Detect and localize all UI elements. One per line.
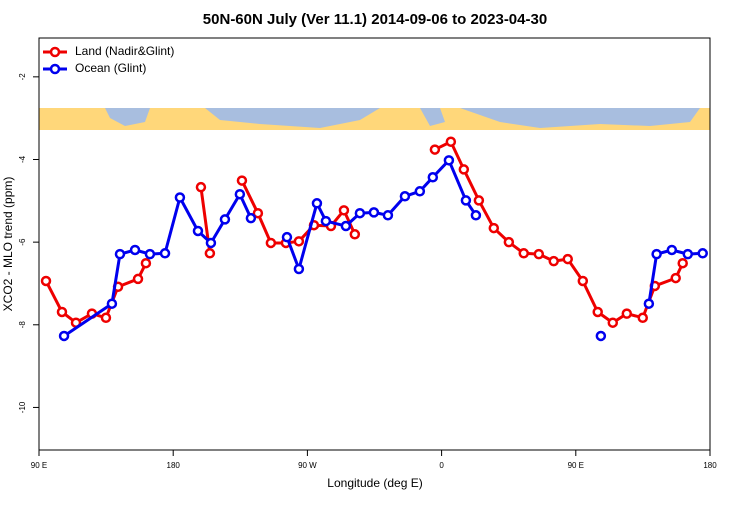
data-point — [293, 236, 305, 247]
data-point — [503, 236, 515, 248]
data-point — [205, 237, 217, 249]
data-point — [40, 275, 52, 287]
data-point — [382, 210, 394, 221]
data-point — [56, 306, 68, 318]
data-point — [129, 244, 141, 256]
data-point — [399, 191, 411, 202]
y-tick-label: -6 — [18, 238, 27, 246]
data-point — [443, 155, 455, 166]
data-point — [670, 272, 681, 284]
data-point — [488, 222, 500, 234]
data-point — [607, 317, 619, 328]
legend: Land (Nadir&Glint) Ocean (Glint) — [43, 44, 174, 75]
x-tick-label: 90 E — [31, 461, 47, 470]
data-point — [677, 257, 688, 269]
data-point — [368, 207, 380, 218]
data-point — [429, 144, 441, 155]
data-point — [320, 215, 332, 227]
legend-label: Ocean (Glint) — [75, 61, 146, 75]
data-point — [252, 207, 264, 219]
data-point — [340, 220, 352, 232]
x-tick-label: 0 — [439, 461, 444, 470]
legend-marker — [49, 46, 61, 58]
legend-marker — [49, 63, 61, 75]
map-land — [105, 108, 700, 128]
data-point — [195, 181, 207, 193]
y-tick-label: -2 — [18, 73, 27, 81]
data-point — [643, 298, 655, 309]
data-point — [219, 214, 231, 225]
plot-frame — [38, 37, 711, 451]
data-point — [460, 195, 472, 206]
y-tick-label: -8 — [18, 321, 27, 329]
data-point — [445, 136, 457, 147]
data-point — [132, 273, 144, 285]
data-point — [338, 205, 350, 216]
data-point — [697, 248, 708, 259]
chart-title: 50N-60N July (Ver 11.1) 2014-09-06 to 20… — [203, 11, 547, 28]
data-point — [281, 231, 293, 243]
x-tick-label: 90 E — [568, 461, 584, 470]
x-axis-label: Longitude (deg E) — [327, 476, 422, 490]
data-point — [682, 248, 694, 260]
data-point — [621, 308, 633, 319]
data-point — [458, 164, 470, 175]
y-tick-label: -10 — [18, 401, 27, 413]
data-point — [140, 257, 152, 269]
data-point — [114, 248, 126, 260]
data-point — [58, 330, 70, 342]
data-point — [311, 198, 323, 209]
data-point — [518, 248, 530, 259]
data-point — [100, 312, 112, 324]
data-point — [192, 225, 204, 237]
x-tick-label: 90 W — [298, 461, 317, 470]
data-point — [144, 248, 156, 260]
data-point — [651, 248, 662, 260]
data-point — [349, 229, 361, 240]
data-point — [562, 253, 573, 265]
data-point — [592, 306, 603, 318]
y-tick-label: -4 — [18, 155, 27, 163]
data-point — [293, 263, 305, 275]
data-point — [106, 298, 118, 309]
legend-label: Land (Nadir&Glint) — [75, 44, 174, 58]
data-point — [234, 188, 246, 200]
data-point — [473, 195, 485, 206]
data-point — [637, 312, 649, 324]
series-line — [44, 140, 685, 325]
data-point — [595, 330, 607, 342]
data-point — [577, 275, 589, 287]
data-point — [236, 175, 248, 186]
y-axis-label: XCO2 - MLO trend (ppm) — [1, 177, 15, 312]
data-point — [470, 210, 482, 221]
data-point — [265, 237, 277, 249]
data-point — [414, 186, 426, 197]
data-point — [159, 248, 171, 259]
data-point — [245, 212, 257, 224]
data-point — [427, 172, 439, 183]
data-point — [548, 255, 559, 267]
data-point — [204, 248, 216, 259]
data-point — [533, 248, 545, 260]
data-point — [666, 244, 678, 256]
x-tick-label: 180 — [703, 461, 717, 470]
data-point — [354, 207, 366, 219]
map-strip — [39, 108, 710, 130]
x-tick-label: 180 — [167, 461, 181, 470]
data-point — [174, 192, 186, 203]
